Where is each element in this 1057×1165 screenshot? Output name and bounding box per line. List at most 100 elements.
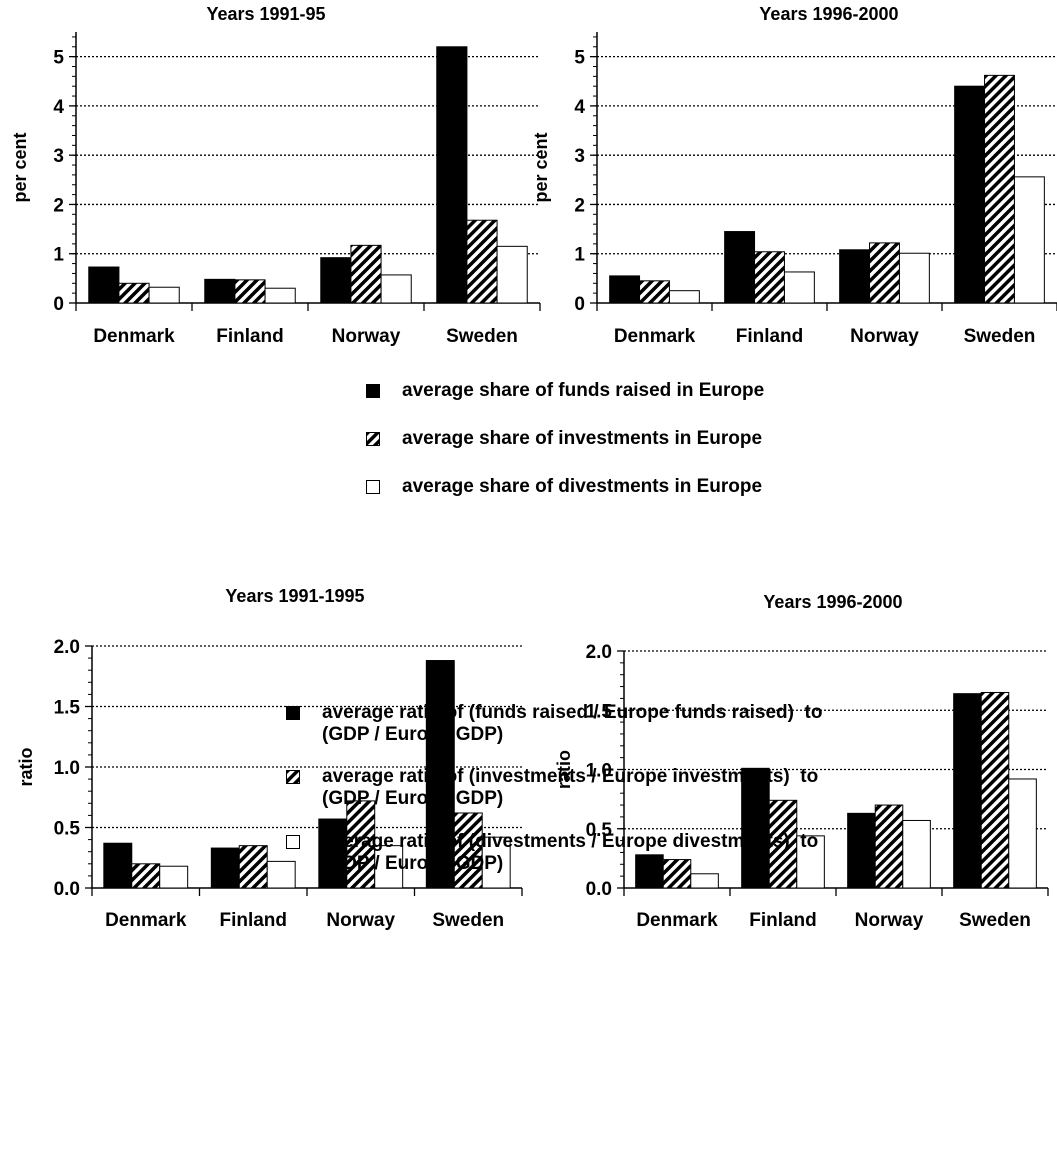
- legend-swatch-investments: [366, 432, 380, 446]
- chart2-y-tick-label: 1: [574, 245, 585, 266]
- chart1-y-tick-label: 5: [53, 48, 64, 69]
- legend-swatch-funds: [366, 384, 380, 398]
- chart4-title: Years 1996-2000: [763, 592, 902, 612]
- chart2-bar-divestments: [668, 290, 700, 304]
- legend-bottom: average ratio of (funds raised / Europe …: [286, 702, 986, 1162]
- chart2-bar-funds: [609, 275, 641, 304]
- chart4-y-tick-label: 2.0: [586, 642, 612, 663]
- chart3-bar-divestments: [374, 845, 404, 889]
- chart2-bar-investments: [754, 251, 785, 304]
- chart2-y-tick-label: 0: [574, 294, 585, 315]
- chart2-bar-funds: [724, 231, 756, 304]
- legend-label-divestments-ratio-line1: average ratio of (divestments / Europe d…: [322, 831, 819, 852]
- chart4-y-tick-label: 1.0: [586, 761, 612, 782]
- chart3-bar-investments: [346, 800, 376, 889]
- chart4-bar-divestments: [796, 835, 825, 889]
- chart3-bar-investments: [453, 812, 483, 889]
- chart1-bar-investments: [234, 279, 266, 304]
- chart1-bar-funds: [436, 46, 468, 304]
- chart2-bar-funds: [954, 85, 986, 304]
- chart4-bar-investments: [980, 691, 1010, 889]
- chart1-title: Years 1991-95: [206, 4, 325, 24]
- chart2-y-tick-label: 5: [574, 48, 585, 69]
- chart4-bar-funds: [953, 693, 982, 889]
- chart1-bar-funds: [320, 257, 352, 304]
- legend-label-funds-ratio-line2: (GDP / Europe GDP): [322, 724, 504, 745]
- chart3-y-axis-label: ratio: [16, 747, 36, 786]
- chart1-bar-investments: [350, 244, 382, 304]
- chart3-bar-investments: [131, 863, 161, 889]
- chart3-y-tick-label: 1.5: [54, 698, 81, 719]
- legend-swatch-investments-ratio: [286, 770, 300, 784]
- chart1-category-label: Sweden: [446, 326, 518, 347]
- chart3-bar-investments: [238, 845, 268, 889]
- chart2-bar-investments: [869, 242, 900, 304]
- chart1-category-label: Norway: [332, 326, 401, 347]
- legend-swatch-funds-ratio: [286, 706, 300, 720]
- chart4-bar-investments: [768, 799, 798, 889]
- chart1-bar-divestments: [496, 245, 528, 304]
- chart1-y-tick-label: 2: [53, 195, 64, 216]
- legend-label-investments: average share of investments in Europe: [402, 428, 763, 449]
- legend-label-funds-ratio-line1: average ratio of (funds raised / Europe …: [322, 702, 823, 723]
- chart3-title: Years 1991-1995: [225, 586, 364, 606]
- chart3-category-label: Sweden: [432, 910, 504, 931]
- chart1-bar-divestments: [264, 287, 296, 304]
- chart1-bar-divestments: [380, 274, 412, 304]
- chart1-y-axis-label: per cent: [10, 132, 30, 202]
- chart4-category-label: Finland: [749, 910, 817, 931]
- chart1-category-label: Finland: [216, 326, 284, 347]
- chart3-y-tick-label: 0.0: [54, 879, 80, 900]
- chart1-y-tick-label: 1: [53, 245, 64, 266]
- chart3-bar-funds: [103, 842, 133, 889]
- chart1-y-tick-label: 3: [53, 146, 64, 167]
- chart3-y-tick-label: 2.0: [54, 637, 80, 658]
- chart3-category-label: Denmark: [105, 910, 187, 931]
- chart3-y-tick-label: 1.0: [54, 758, 80, 779]
- chart2-y-tick-label: 4: [574, 97, 585, 118]
- chart2-bar-divestments: [1013, 176, 1045, 304]
- chart2-bar-funds: [839, 249, 871, 304]
- chart2-category-label: Norway: [850, 326, 919, 347]
- chart3-bar-funds: [210, 847, 240, 889]
- chart2-bar-divestments: [898, 252, 930, 304]
- chart4-y-axis-label: ratio: [554, 750, 574, 789]
- chart3-bar-funds: [425, 660, 455, 889]
- chart1-bar-funds: [204, 278, 236, 304]
- legend-swatch-divestments: [366, 480, 380, 494]
- chart3-bar-divestments: [481, 836, 511, 889]
- chart2-y-tick-label: 3: [574, 146, 585, 167]
- chart2-title: Years 1996-2000: [759, 4, 898, 24]
- legend-swatch-divestments-ratio: [286, 835, 300, 849]
- chart4-category-label: Norway: [855, 910, 924, 931]
- chart2-category-label: Finland: [736, 326, 804, 347]
- chart4-bar-funds: [741, 767, 770, 889]
- chart4-category-label: Sweden: [959, 910, 1031, 931]
- chart4-bar-funds: [635, 854, 664, 889]
- chart2-category-label: Sweden: [964, 326, 1036, 347]
- chart3-y-tick-label: 0.5: [54, 819, 81, 840]
- chart2-bar-investments: [639, 280, 670, 304]
- chart1-bar-divestments: [148, 286, 180, 304]
- chart3-bar-divestments: [159, 865, 189, 889]
- legend-label-investments-ratio-line1: average ratio of (investments / Europe i…: [322, 766, 819, 787]
- chart1-y-tick-label: 0: [53, 294, 64, 315]
- chart3-category-label: Finland: [219, 910, 287, 931]
- legend-label-divestments-ratio-line2: (GDP / Europe GDP): [322, 853, 504, 874]
- chart4-bar-divestments: [902, 819, 931, 889]
- chart4-bar-divestments: [690, 873, 719, 889]
- chart4-category-label: Denmark: [636, 910, 718, 931]
- chart1-bar-investments: [118, 282, 150, 304]
- chart2-category-label: Denmark: [614, 326, 696, 347]
- chart3-category-label: Norway: [326, 910, 395, 931]
- chart4-y-tick-label: 0.0: [586, 879, 612, 900]
- chart4-y-tick-label: 0.5: [586, 820, 613, 841]
- legend-label-investments-ratio-line2: (GDP / Europe GDP): [322, 788, 504, 809]
- chart2-bar-divestments: [783, 271, 815, 304]
- chart4-bar-divestments: [1008, 778, 1037, 889]
- chart1-category-label: Denmark: [93, 326, 175, 347]
- chart1-y-tick-label: 4: [53, 97, 64, 118]
- chart2-y-tick-label: 2: [574, 195, 585, 216]
- chart1-bar-investments: [466, 219, 498, 304]
